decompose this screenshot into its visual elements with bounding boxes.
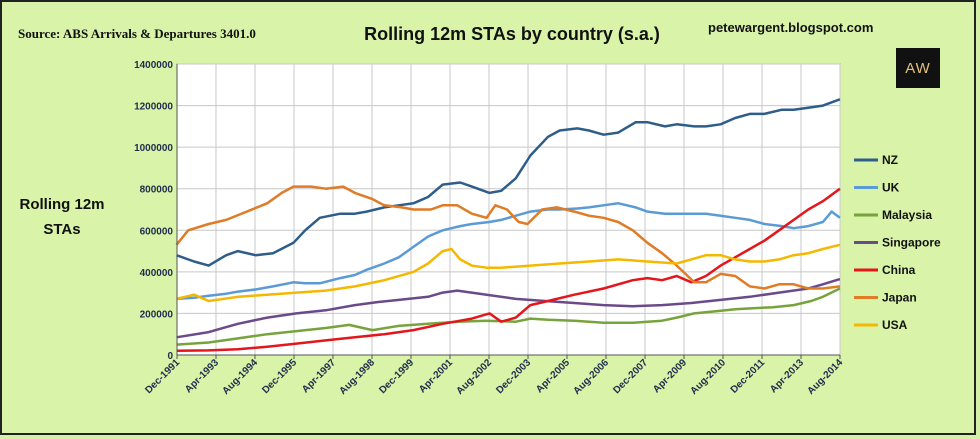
series-line-singapore [176, 277, 841, 339]
x-tick-label: Apr-1993 [183, 357, 221, 395]
series-line-japan [175, 185, 841, 290]
logo-background [896, 48, 940, 88]
y-axis-label-line2: STAs [43, 221, 80, 238]
legend-label-uk: UK [882, 181, 900, 195]
y-tick-label: 800000 [140, 185, 174, 196]
series-line-malaysia [176, 287, 841, 346]
legend-label-japan: Japan [882, 291, 917, 305]
y-tick-label: 1200000 [134, 102, 173, 113]
x-tick-label: Aug-2002 [455, 357, 495, 397]
x-tick-label: Dec-1995 [260, 357, 299, 396]
series-line-nz [176, 98, 841, 267]
x-tick-label: Aug-2006 [572, 357, 612, 397]
y-tick-label: 1000000 [134, 143, 173, 154]
series-line-china [176, 187, 841, 353]
x-tick-label: Aug-1998 [337, 357, 377, 397]
y-tick-label: 600000 [140, 226, 174, 237]
x-tick-label: Dec-2011 [729, 357, 768, 396]
y-tick-label: 200000 [140, 309, 174, 320]
grid [176, 63, 841, 355]
legend-label-usa: USA [882, 318, 908, 332]
x-tick-label: Aug-2014 [806, 357, 846, 397]
legend-label-china: China [882, 263, 916, 277]
x-tick-label: Dec-2003 [494, 357, 533, 396]
x-tick-label: Apr-2009 [651, 357, 689, 395]
series-line-uk [176, 202, 841, 301]
x-tick-label: Apr-2013 [768, 357, 806, 395]
y-ticks: 0 200000 400000 600000 800000 1000000 1200000 1… [134, 60, 173, 362]
x-ticks: Dec-1991 Apr-1993 Aug-1994 Dec-1995 Apr-1997… [143, 355, 845, 397]
y-tick-label: 400000 [140, 268, 174, 279]
x-tick-label: Aug-1994 [220, 357, 260, 397]
x-tick-label: Dec-1991 [143, 357, 182, 396]
chart-title: Rolling 12m STAs by country (s.a.) [364, 24, 660, 44]
legend-label-nz: NZ [882, 153, 898, 167]
logo-text: AW [905, 60, 931, 77]
aw-logo: AW [896, 48, 940, 88]
x-tick-label: Dec-2007 [611, 357, 650, 396]
source-note: Source: ABS Arrivals & Departures 3401.0 [18, 26, 256, 41]
x-tick-label: Apr-1997 [300, 357, 338, 395]
x-tick-label: Dec-1999 [377, 357, 416, 396]
x-tick-label: Apr-2005 [534, 357, 572, 395]
series-lines [175, 98, 841, 353]
legend-label-malaysia: Malaysia [882, 208, 932, 222]
y-axis-label-line1: Rolling 12m [19, 196, 104, 213]
legend: NZ UK Malaysia Singapore China Japan USA [854, 153, 941, 332]
blog-url: petewargent.blogspot.com [708, 20, 873, 35]
x-tick-label: Apr-2001 [417, 357, 455, 395]
x-tick-label: Aug-2010 [689, 357, 729, 397]
y-tick-label: 0 [167, 351, 173, 362]
legend-label-singapore: Singapore [882, 236, 941, 250]
y-tick-label: 1400000 [134, 60, 173, 71]
series-line-usa [176, 243, 841, 303]
